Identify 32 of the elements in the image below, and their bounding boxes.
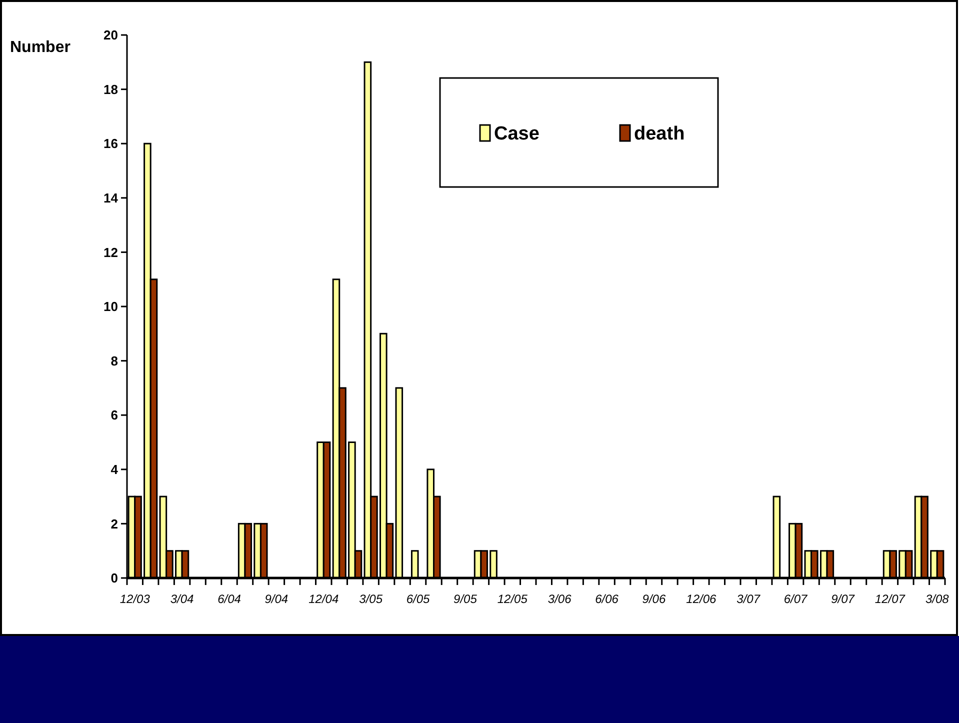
x-tick-label: 6/04 — [218, 592, 242, 606]
y-tick-label: 6 — [110, 408, 118, 423]
x-tick-label: 6/06 — [595, 592, 619, 606]
y-tick-label: 12 — [104, 244, 118, 260]
x-tick-label: 9/04 — [264, 592, 288, 606]
x-tick-label: 3/04 — [170, 592, 194, 606]
x-tick-label: 12/04 — [308, 592, 339, 606]
x-tick-label: 6/05 — [406, 592, 430, 606]
y-tick-label: 0 — [110, 570, 118, 586]
x-tick-label: 12/07 — [874, 592, 906, 606]
y-tick-label: 20 — [104, 28, 118, 43]
x-tick-label: 3/07 — [736, 592, 762, 606]
y-tick-label: 10 — [104, 299, 118, 314]
x-tick-label: 12/03 — [120, 592, 150, 606]
y-tick-label: 18 — [104, 82, 118, 97]
x-tick-label: 9/06 — [642, 592, 666, 606]
legend-label: death — [634, 124, 685, 145]
x-tick-label: 9/05 — [454, 592, 478, 606]
legend-label: Case — [494, 124, 540, 145]
x-tick-label: 12/06 — [686, 592, 717, 606]
y-tick-label: 4 — [110, 462, 119, 477]
x-tick-label: 12/05 — [497, 592, 528, 606]
x-tick-label: 9/07 — [831, 592, 856, 606]
y-tick-label: 16 — [104, 136, 118, 152]
x-tick-label: 6/07 — [784, 592, 809, 606]
y-tick-label: 8 — [110, 353, 118, 368]
x-tick-label: 3/05 — [359, 592, 383, 606]
y-tick-label: 14 — [104, 190, 119, 206]
x-tick-label: 3/06 — [548, 592, 572, 606]
y-tick-label: 2 — [110, 516, 118, 532]
x-tick-label: 3/08 — [925, 592, 950, 606]
y-axis-title: Number — [10, 39, 70, 56]
